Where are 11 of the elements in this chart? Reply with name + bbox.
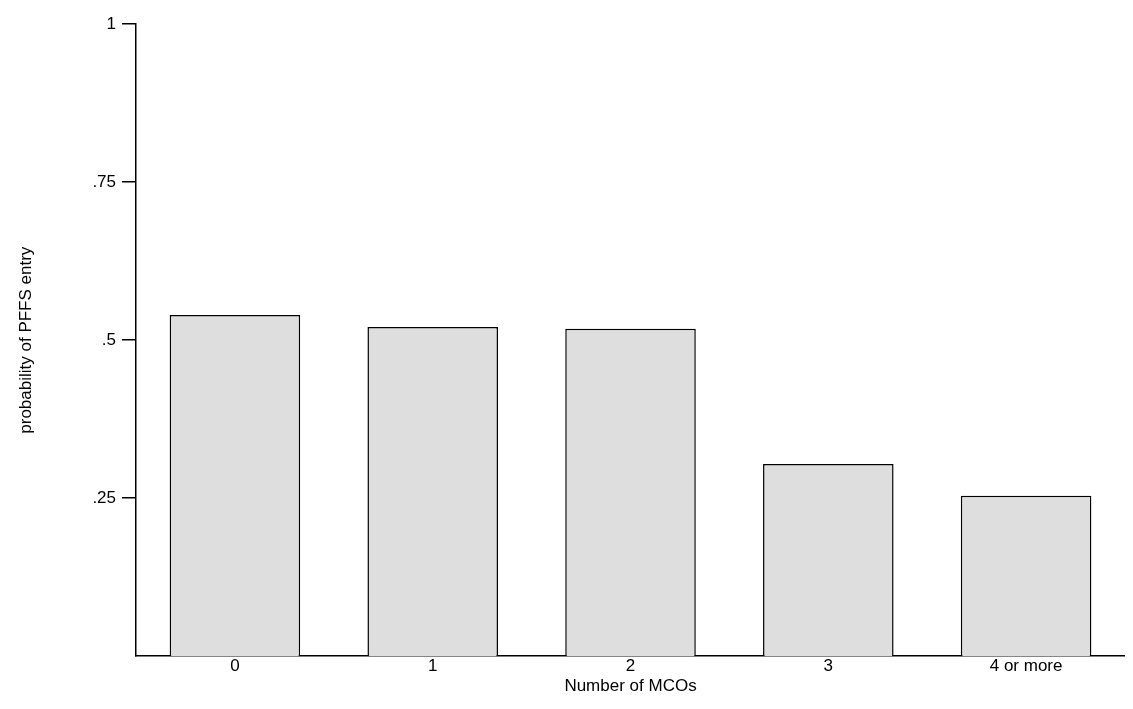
y-tick-label: 1: [106, 13, 117, 33]
x-tick-label: 4 or more: [989, 656, 1063, 676]
x-tick-label: 1: [427, 656, 438, 676]
x-tick-label: 3: [823, 656, 834, 676]
y-tick-label: .25: [92, 487, 117, 507]
y-tick-label: .5: [101, 329, 117, 349]
y-tick-label: .75: [92, 171, 117, 191]
x-axis-title: Number of MCOs: [564, 676, 697, 696]
x-tick-label: 2: [625, 656, 636, 676]
x-tick-label: 0: [230, 656, 240, 676]
y-axis-title: probability of PFFS entry: [15, 246, 35, 434]
